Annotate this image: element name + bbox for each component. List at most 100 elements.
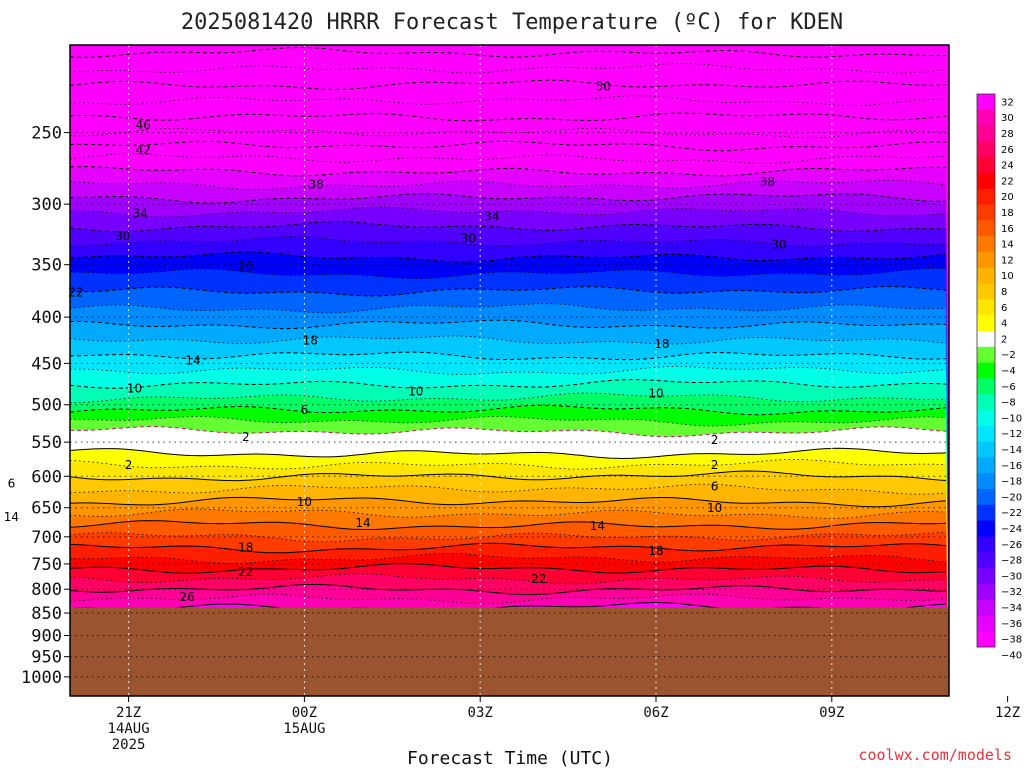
colorbar-tick-label: 26	[1001, 145, 1014, 156]
contour-label-text: 14	[4, 510, 19, 524]
isotherm--46	[69, 112, 947, 122]
colorbar-tick-label: 20	[1001, 192, 1014, 203]
colorbar-tick-label: −6	[1001, 382, 1016, 393]
contour-label: 2	[242, 430, 250, 444]
contour-label-text: 10	[648, 386, 663, 400]
contour-label-text: 18	[303, 333, 318, 347]
colorbar-swatch	[977, 236, 995, 253]
contour-label: 14	[355, 516, 370, 530]
ytick-label: 600	[31, 467, 62, 487]
contour-label: 46	[136, 118, 151, 132]
colorbar-tick-label: −2	[1001, 350, 1016, 361]
isotherm--42	[69, 140, 947, 152]
contour-label: 22	[531, 572, 546, 586]
colorbar-swatch	[977, 188, 995, 205]
colorbar-swatch	[977, 362, 995, 379]
colorbar-swatch	[977, 394, 995, 411]
contour-label-text: 26	[238, 259, 253, 273]
colorbar-tick-label: 12	[1001, 255, 1014, 266]
ytick-label: 500	[31, 396, 62, 416]
isotherm-contours	[69, 47, 947, 613]
contour-label: 50	[596, 79, 611, 93]
isotherm-18	[69, 542, 947, 554]
contour-label: 22	[238, 565, 253, 579]
colorbar-swatch	[977, 173, 995, 190]
contour-label-text: 2	[125, 458, 133, 472]
colorbar-tick-label: 32	[1001, 97, 1014, 108]
contour-label: 6	[301, 403, 309, 417]
colorbar-tick-label: −28	[1001, 556, 1022, 567]
colorbar-swatch	[977, 568, 995, 585]
isotherm-14	[69, 520, 947, 530]
contour-label: 6	[711, 479, 719, 493]
contour-label-text: 6	[711, 479, 719, 493]
contour-label-text: 14	[590, 519, 605, 533]
contour-label-text: 14	[185, 353, 200, 367]
colorbar-swatch	[977, 473, 995, 490]
colorbar-swatch	[977, 457, 995, 474]
colorbar-swatch	[977, 504, 995, 521]
colorbar-swatch	[977, 378, 995, 395]
contour-label: 10	[297, 495, 312, 509]
contour-label-text: 34	[133, 207, 148, 221]
contour-label-text: 6	[8, 476, 16, 490]
contour-label: 2	[711, 433, 719, 447]
contour-label: 14	[4, 510, 19, 524]
colorbar-tick-label: −38	[1001, 635, 1022, 646]
contour-label: 6	[8, 476, 16, 490]
contour-label-text: 30	[771, 237, 786, 251]
colorbar-swatch	[977, 252, 995, 269]
xtick-label: 06Z	[643, 705, 668, 721]
colorbar-tick-label: −8	[1001, 398, 1016, 409]
contour-label: 10	[127, 381, 142, 395]
ytick-label: 950	[31, 648, 62, 668]
temperature-bands	[70, 45, 949, 697]
isotherm--22	[69, 286, 947, 297]
contour-label: 26	[180, 590, 195, 604]
contour-label: 34	[484, 209, 499, 223]
colorbar-swatch	[977, 631, 995, 648]
isotherm-26	[69, 584, 947, 596]
colorbar-swatch	[977, 583, 995, 600]
contour-label: 18	[303, 333, 318, 347]
colorbar-tick-label: 28	[1001, 129, 1014, 140]
isotherm--14	[70, 351, 947, 361]
contour-label-text: 34	[484, 209, 499, 223]
contour-label-text: 30	[115, 229, 130, 243]
colorbar-tick-label: −16	[1001, 461, 1022, 472]
isotherm--18	[69, 319, 947, 330]
contour-label-text: 2	[711, 458, 719, 472]
contour-label: 22	[68, 285, 83, 299]
xtick-date: 15AUG	[283, 721, 325, 737]
isotherm--34	[69, 193, 946, 204]
isotherm--54	[69, 47, 947, 58]
contour-label: 18	[648, 544, 663, 558]
colorbar-tick-label: −10	[1001, 413, 1022, 424]
colorbar-tick-label: 24	[1001, 161, 1014, 172]
contour-label-text: 18	[238, 540, 253, 554]
colorbar-swatch	[977, 157, 995, 174]
xtick-year: 2025	[112, 737, 146, 753]
colorbar-swatch	[977, 410, 995, 427]
colorbar-tick-label: −40	[1001, 650, 1022, 661]
colorbar-tick-label: −20	[1001, 492, 1022, 503]
x-axis-label: Forecast Time (UTC)	[407, 748, 613, 768]
colorbar-tick-label: −34	[1001, 603, 1022, 614]
colorbar-swatch	[977, 425, 995, 442]
ytick-label: 750	[31, 555, 62, 575]
contour-label-text: 2	[711, 433, 719, 447]
colorbar-swatch	[977, 615, 995, 632]
contour-label-text: 18	[654, 337, 669, 351]
contour-label: 18	[238, 540, 253, 554]
contour-label: 14	[590, 519, 605, 533]
colorbar-tick-label: −22	[1001, 508, 1022, 519]
ytick-label: 300	[31, 195, 62, 215]
ytick-label: 350	[31, 256, 62, 276]
contour-label-text: 46	[136, 118, 151, 132]
xtick-label: 09Z	[819, 705, 844, 721]
colorbar-swatch	[977, 267, 995, 284]
xtick-label: 21Z	[116, 705, 141, 721]
isotherm-2	[69, 447, 947, 460]
ytick-label: 650	[31, 499, 62, 519]
